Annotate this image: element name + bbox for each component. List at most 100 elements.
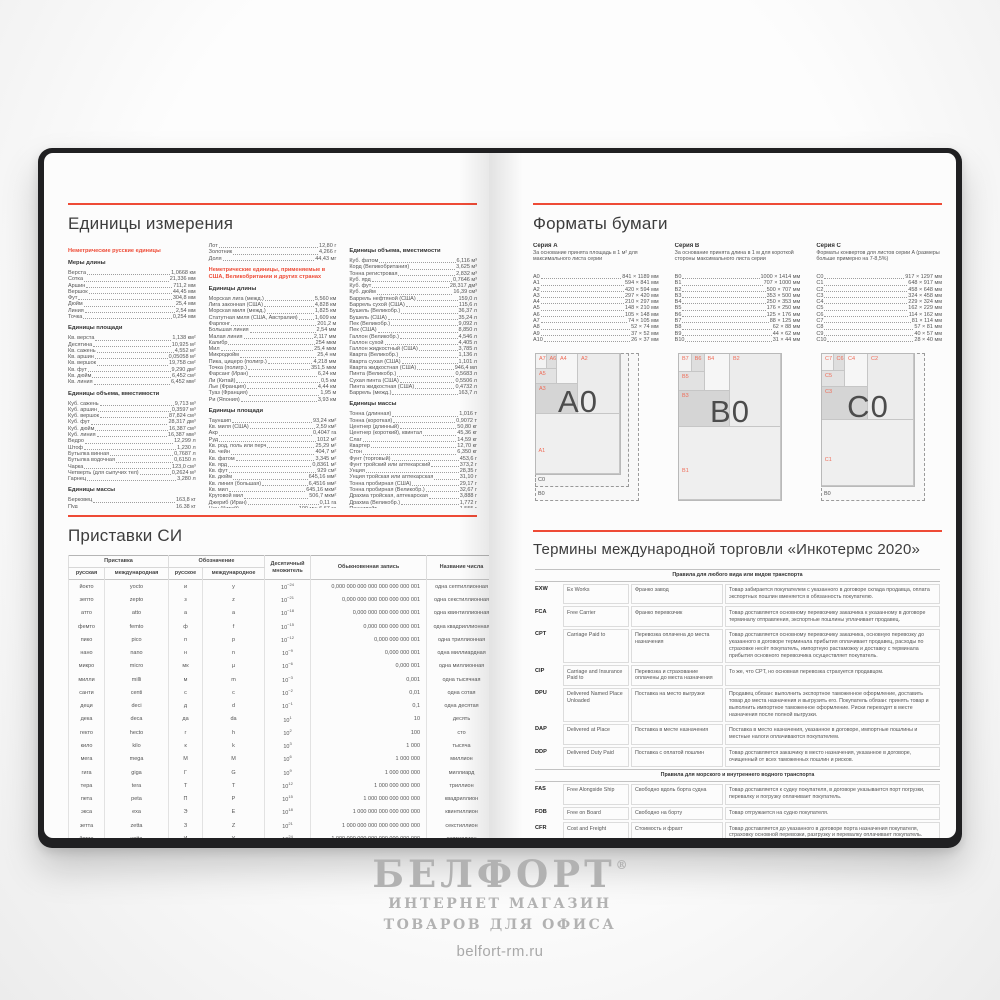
unit-value: 29,17 г <box>459 480 477 487</box>
unit-row: Акр 0,4047 га <box>209 430 337 436</box>
si-plain-cell: 0,000 000 001 <box>310 646 428 660</box>
paper-size-row: A6 105 × 148 мм <box>533 312 659 318</box>
si-exponent: −1 <box>288 701 293 707</box>
unit-row: Кв. чейн 404,7 м² <box>209 449 337 455</box>
si-row: экса exa Э E 1018 1 000 000 000 000 000 000 кв… <box>68 805 489 820</box>
brand-subtitle-2: ТОВАРОВ ДЛЯ ОФИСА <box>383 916 617 933</box>
unit-name: Калибр <box>208 339 228 346</box>
unit-row: Тауншип 93,24 км² <box>209 418 337 424</box>
unit-name: Акр <box>208 430 218 437</box>
unit-name: Куб. фут <box>349 283 372 290</box>
si-plain-cell: 1 000 000 <box>310 752 428 766</box>
paper-size-row: B3 353 × 500 мм <box>675 293 801 299</box>
incoterm-description: Товар отгружается на судно покупателя. <box>725 806 940 821</box>
unit-name: Фарсанг (Иран) <box>208 371 249 378</box>
dotted-leader <box>90 423 168 425</box>
paper-size-row: A7 74 × 105 мм <box>533 318 659 324</box>
unit-name: Унция тройская или аптекарская <box>349 474 434 481</box>
unit-name: Тонна регистровая <box>349 270 398 277</box>
si-cell: йотта <box>68 832 105 838</box>
unit-name: Кв. мил <box>208 487 228 494</box>
dotted-leader <box>824 309 908 311</box>
si-row: санти centi с c 10−2 0,01 одна сотая <box>68 686 489 700</box>
incoterm-row: DAP Delivered at Place Поставка в месте на… <box>535 724 940 745</box>
paper-size-row: B4 250 × 353 мм <box>675 299 801 305</box>
paper-series-name: Серия C <box>816 243 841 249</box>
dotted-leader <box>298 319 314 320</box>
paper-series-description: За основание принята площадь в 1 м² для … <box>533 250 638 263</box>
unit-value: 32,67 г <box>459 487 477 493</box>
unit-row: Баррель (межд.) 163,7 л <box>349 390 477 396</box>
si-cell: п <box>168 633 204 647</box>
si-cell: а <box>168 606 204 621</box>
unit-value: 1000 × 1414 мм <box>760 274 801 280</box>
format-diagram-b0: A0C0B7B6B4B2B5B3B1B0 <box>676 351 799 523</box>
unit-value: 159,0 л <box>458 295 478 302</box>
unit-name: Квартер <box>349 442 370 449</box>
dotted-leader <box>249 428 316 430</box>
unit-name: B2 <box>674 286 682 293</box>
unit-name: Слаг <box>349 436 362 443</box>
paper-size-row: A3 297 × 420 мм <box>533 293 659 299</box>
si-cell: н <box>168 646 204 660</box>
si-multiplier-cell: 101 <box>264 712 312 727</box>
dotted-leader <box>115 461 174 463</box>
unit-name: A1 <box>533 280 540 287</box>
si-header-cell: русская <box>68 567 105 580</box>
unit-name: Бутылка винная <box>68 450 110 457</box>
unit-row: Кв. фатом 3,345 м² <box>209 456 337 462</box>
unit-value: 44,43 мг <box>315 255 337 262</box>
unit-value: 201,2 м <box>317 321 337 327</box>
si-cell: М <box>168 752 204 766</box>
unit-row: Ведро 12,299 л <box>68 438 196 444</box>
dotted-leader <box>540 309 624 311</box>
units-red-heading: Неметрические русские единицы <box>68 248 161 254</box>
si-multiplier-cell: 103 <box>264 739 312 753</box>
unit-value: 8,850 л <box>458 327 478 334</box>
unit-row: Чарка 123,0 см³ <box>68 464 196 470</box>
paper-size-row: C10 28 × 40 мм <box>816 337 942 343</box>
unit-row: Кв. мил 645,16 мкм² <box>209 487 337 493</box>
unit-value: 6,116 м³ <box>456 257 477 264</box>
unit-name: A10 <box>533 336 543 343</box>
dotted-leader <box>78 299 172 301</box>
unit-value: 0,254 мм <box>172 314 196 321</box>
dotted-leader <box>230 453 315 455</box>
incoterm-code: FAS <box>535 786 546 793</box>
format-subdivision-a3 <box>536 384 578 414</box>
format-subdivision-label: C5 <box>825 372 833 379</box>
dotted-leader <box>222 259 315 261</box>
unit-value: 0,5506 л <box>455 377 477 384</box>
incoterm-row: DPU Delivered Named Place Unloaded Поставк… <box>535 687 940 723</box>
incoterm-description: Товар доставляется до указанного в догов… <box>725 822 940 838</box>
dotted-leader <box>682 322 769 324</box>
si-row: гекто hecto г h 102 100 сто <box>68 726 489 740</box>
dotted-leader <box>110 455 174 457</box>
si-plain-cell: 1 000 <box>310 739 428 753</box>
paper-size-row: B8 62 × 88 мм <box>675 324 801 330</box>
paper-series-1: Серия A За основание принята площадь в 1 … <box>533 243 659 349</box>
unit-name: Драхма тройская, аптекарская <box>349 493 428 500</box>
si-exponent: −6 <box>288 661 293 667</box>
incoterms-title: Термины международной торговли «Инкотерм… <box>533 541 921 558</box>
si-cell: c <box>202 686 266 700</box>
unit-name: Галлон сухой <box>349 339 384 346</box>
si-cell: тера <box>68 779 105 793</box>
unit-value: 250 × 353 мм <box>766 299 801 306</box>
unit-name: A9 <box>533 330 540 337</box>
dotted-leader <box>84 280 169 282</box>
si-plain-cell: 0,000 000 000 000 000 000 000 001 <box>310 579 428 594</box>
unit-value: 5,560 км <box>314 295 337 302</box>
dashed-format-label: B0 <box>538 491 545 497</box>
unit-name: B8 <box>674 324 682 331</box>
si-header-cell: международная <box>103 567 170 580</box>
unit-row: Куб. дюйм 16,387 см³ <box>68 426 196 432</box>
si-cell: с <box>168 686 204 700</box>
format-subdivision-a1 <box>536 414 620 474</box>
unit-value: 52 × 74 мм <box>631 324 659 331</box>
dotted-leader <box>540 290 624 292</box>
unit-name: Кв. фут <box>68 366 87 373</box>
dotted-leader <box>824 290 908 292</box>
incoterm-description: Товар доставляется основному перевозчику… <box>725 628 940 664</box>
